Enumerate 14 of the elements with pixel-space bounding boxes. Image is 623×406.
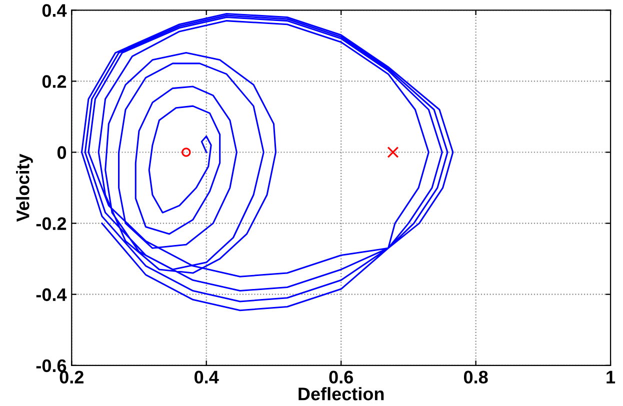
x-axis-title: Deflection (298, 387, 384, 400)
x-tick-label: 0.6 (329, 370, 353, 384)
line-series (80, 12, 454, 312)
y-tick-label: -0.6 (36, 359, 66, 372)
y-tick-label: 0 (57, 146, 66, 159)
x-tick-label: 0.2 (60, 370, 84, 384)
x-tick-label: 0.4 (194, 370, 219, 384)
x-tick-label: 0.8 (464, 370, 488, 384)
y-axis-title: Velocity (16, 154, 33, 222)
y-tick-label: 0.2 (42, 75, 66, 88)
y-tick-label: -0.2 (36, 217, 66, 230)
x-tick-label: 1 (606, 370, 616, 384)
y-tick-label: 0.4 (42, 4, 67, 17)
y-tick-label: -0.4 (36, 288, 67, 302)
